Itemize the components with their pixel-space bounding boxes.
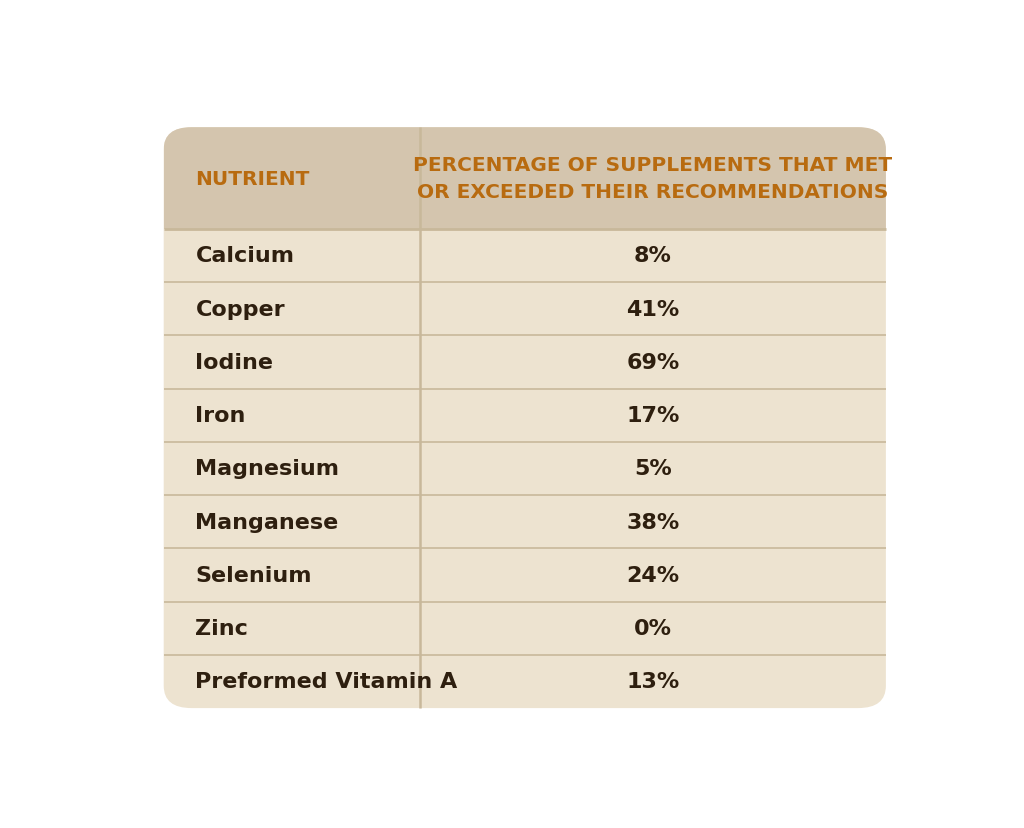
Text: 8%: 8% [634,246,672,266]
Text: Iodine: Iodine [196,353,273,373]
Text: Zinc: Zinc [196,619,249,638]
Text: 0%: 0% [634,619,672,638]
Text: Selenium: Selenium [196,566,312,585]
Text: Magnesium: Magnesium [196,459,340,479]
Text: Iron: Iron [196,406,246,426]
Text: PERCENTAGE OF SUPPLEMENTS THAT MET
OR EXCEEDED THEIR RECOMMENDATIONS: PERCENTAGE OF SUPPLEMENTS THAT MET OR EX… [414,156,893,201]
Text: Copper: Copper [196,300,285,320]
Text: 13%: 13% [627,672,680,691]
Text: 38%: 38% [627,512,680,532]
Text: Manganese: Manganese [196,512,339,532]
Text: 69%: 69% [627,353,680,373]
Text: 41%: 41% [627,300,680,320]
Text: Preformed Vitamin A: Preformed Vitamin A [196,672,458,691]
Text: NUTRIENT: NUTRIENT [196,170,310,188]
Text: 5%: 5% [634,459,672,479]
Text: 24%: 24% [627,566,680,585]
Bar [164,128,886,229]
FancyBboxPatch shape [164,128,886,708]
Text: 17%: 17% [627,406,680,426]
Text: Calcium: Calcium [196,246,295,266]
